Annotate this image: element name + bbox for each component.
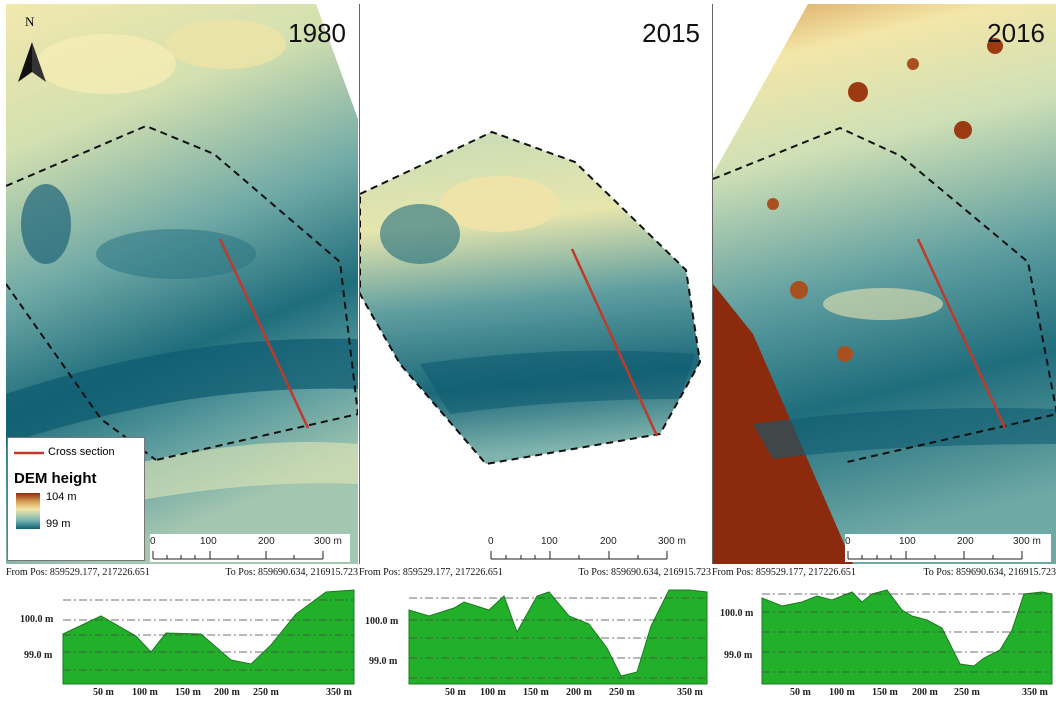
x-tick-label: 50 m [790, 687, 811, 698]
scalebar-label: 100 [899, 536, 916, 547]
x-tick-label: 250 m [609, 687, 635, 698]
scalebar-label: 100 [541, 536, 558, 547]
scalebar-label: 300 m [314, 536, 342, 547]
x-tick-label: 250 m [954, 687, 980, 698]
dem-map-2016 [713, 4, 1056, 564]
to-position: To Pos: 859690.634, 216915.723 [225, 567, 358, 578]
profile-panel-2016: From Pos: 859529.177, 217226.651 To Pos:… [712, 566, 1056, 704]
x-tick-label: 50 m [445, 687, 466, 698]
dem-surface [6, 4, 358, 564]
x-tick-label: 200 m [214, 687, 240, 698]
elevation-profile-1980 [62, 589, 355, 685]
legend-dem-title: DEM height [14, 470, 97, 487]
y-tick-label: 99.0 m [369, 656, 398, 667]
x-tick-label: 50 m [93, 687, 114, 698]
scalebar-label: 300 m [1013, 536, 1041, 547]
legend-max-label: 104 m [46, 491, 77, 503]
map-panel-2016: 2016 [712, 4, 1056, 564]
x-tick-label: 350 m [1022, 687, 1048, 698]
scalebar-2015: 0 100 200 300 m [488, 534, 698, 562]
cross-section-line [570, 248, 659, 437]
north-arrow-icon [18, 42, 46, 82]
north-label: N [25, 14, 35, 29]
study-area-boundary [6, 124, 358, 461]
year-label-1980: 1980 [288, 18, 346, 48]
profile-panel-2015: From Pos: 859529.177, 217226.651 To Pos:… [359, 566, 711, 704]
dem-map-2015 [360, 130, 702, 466]
to-position: To Pos: 859690.634, 216915.723 [923, 567, 1056, 578]
scalebar-2016: 0 100 200 300 m [845, 534, 1051, 562]
elevation-profile-2016 [761, 589, 1053, 685]
y-tick-label: 100.0 m [365, 616, 399, 627]
x-tick-label: 100 m [132, 687, 158, 698]
from-position: From Pos: 859529.177, 217226.651 [359, 567, 503, 578]
y-tick-label: 100.0 m [20, 614, 54, 625]
x-tick-label: 150 m [523, 687, 549, 698]
scalebar-label: 300 m [658, 536, 686, 547]
cross-section-swatch [14, 451, 44, 455]
cross-section-line [916, 238, 1007, 429]
x-tick-label: 150 m [175, 687, 201, 698]
y-tick-label: 99.0 m [24, 650, 53, 661]
from-position: From Pos: 859529.177, 217226.651 [712, 567, 856, 578]
elevation-profile-2015 [408, 589, 708, 685]
scalebar-label: 200 [957, 536, 974, 547]
map-legend: Cross section DEM height 104 m 99 m [7, 437, 145, 561]
dem-color-ramp [16, 493, 40, 529]
to-position: To Pos: 859690.634, 216915.723 [578, 567, 711, 578]
year-label-2016: 2016 [987, 18, 1045, 48]
study-area-boundary [360, 130, 702, 466]
scalebar-label: 0 [488, 536, 494, 547]
scalebar-label: 100 [200, 536, 217, 547]
scalebar-1980: 0 100 200 300 m [150, 534, 350, 562]
x-tick-label: 100 m [829, 687, 855, 698]
y-tick-label: 99.0 m [724, 650, 753, 661]
x-tick-label: 100 m [480, 687, 506, 698]
dem-map-1980 [6, 4, 358, 564]
x-tick-label: 200 m [912, 687, 938, 698]
legend-min-label: 99 m [46, 518, 71, 530]
x-tick-label: 350 m [326, 687, 352, 698]
profile-panel-1980: From Pos: 859529.177, 217226.651 To Pos:… [6, 566, 358, 704]
year-label-2015: 2015 [642, 18, 700, 48]
legend-cross-section-label: Cross section [48, 446, 115, 458]
cross-section-line [218, 238, 310, 429]
x-tick-label: 200 m [566, 687, 592, 698]
scalebar-label: 0 [845, 536, 851, 547]
x-tick-label: 350 m [677, 687, 703, 698]
from-position: From Pos: 859529.177, 217226.651 [6, 567, 150, 578]
x-tick-label: 250 m [253, 687, 279, 698]
scalebar-label: 0 [150, 536, 156, 547]
scalebar-label: 200 [258, 536, 275, 547]
x-tick-label: 150 m [872, 687, 898, 698]
map-panel-1980: N 1980 [6, 4, 358, 564]
study-area-boundary [713, 126, 1056, 463]
map-panel-2015: 2015 [359, 4, 712, 564]
scalebar-label: 200 [600, 536, 617, 547]
y-tick-label: 100.0 m [720, 608, 754, 619]
